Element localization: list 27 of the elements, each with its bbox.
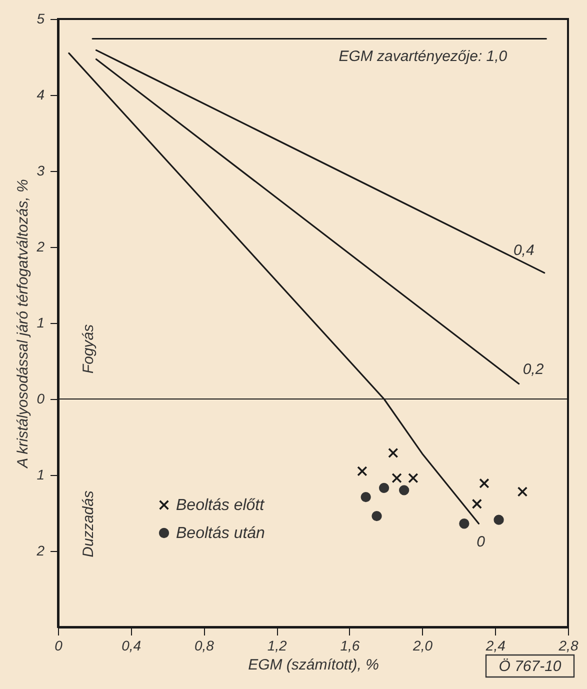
- y-tick-label: 2: [36, 238, 45, 254]
- x-tick-label: 1,6: [340, 638, 360, 654]
- y-tick-label: 0: [36, 390, 45, 406]
- x-tick-label: 0: [54, 638, 63, 654]
- annotation: Duzzadás: [80, 490, 97, 558]
- y-axis-title: A kristályosodással járó térfogatváltozás, %: [14, 179, 32, 469]
- series-label: 0,4: [513, 242, 534, 259]
- legend-label: Beoltás után: [176, 525, 266, 542]
- x-axis-title: EGM (számított), %: [248, 656, 379, 674]
- series-label: 0: [476, 534, 486, 551]
- x-tick-label: 2,0: [412, 638, 433, 654]
- x-tick-label: 1,2: [267, 638, 288, 654]
- text: Ö 767-10: [498, 658, 562, 675]
- legend-label: Beoltás előtt: [176, 497, 265, 514]
- y-tick-label: 3: [36, 162, 45, 178]
- y-tick-label: 2: [36, 542, 45, 558]
- x-tick-label: 0,4: [122, 638, 142, 654]
- series-label: EGM zavartényezője: 1,0: [338, 48, 508, 65]
- y-tick-label: 5: [36, 10, 45, 26]
- annotation: Fogyás: [80, 324, 97, 374]
- y-tick-label: 1: [36, 314, 44, 330]
- x-tick-label: 0,8: [194, 638, 214, 654]
- y-tick-label: 4: [36, 86, 45, 102]
- x-tick-label: 2,4: [484, 638, 506, 654]
- series-label: 0,2: [522, 360, 544, 378]
- y-tick-label: 1: [36, 466, 44, 482]
- x-tick-label: 2,8: [558, 638, 578, 654]
